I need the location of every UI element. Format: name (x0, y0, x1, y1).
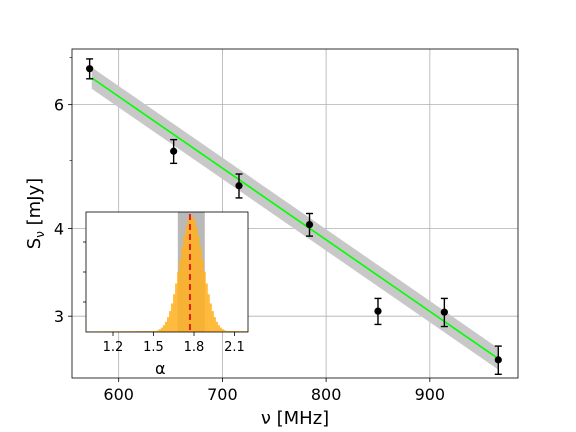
histogram-bar (209, 303, 212, 332)
histogram-bar (243, 331, 247, 332)
histogram-bar (229, 331, 233, 332)
histogram-bar (213, 317, 216, 332)
x-tick-label: 600 (103, 385, 134, 404)
data-point (305, 212, 314, 237)
inset-x-tick-label: 2.1 (224, 340, 245, 355)
point-marker (170, 147, 178, 155)
histogram-bar (158, 329, 162, 332)
histogram-bar (185, 226, 188, 332)
x-axis-label: ν [MHz] (261, 408, 329, 429)
y-tick-label: 3 (54, 307, 64, 326)
histogram-bar (225, 330, 229, 332)
histogram-bar (245, 331, 249, 332)
histogram-bar (169, 311, 172, 332)
histogram-bar (136, 331, 139, 332)
histogram-bar (183, 235, 186, 332)
x-tick-label: 800 (311, 385, 342, 404)
y-tick-label: 4 (54, 219, 64, 238)
point-marker (305, 220, 314, 229)
histogram-bar (181, 247, 184, 332)
data-point (170, 138, 178, 165)
histogram-bar (193, 219, 196, 332)
inset-x-tick-label: 1.2 (103, 340, 124, 355)
y-axis-label-symbol: S (24, 238, 45, 249)
histogram-bar (134, 331, 137, 332)
histogram-bar (140, 331, 143, 332)
point-marker (86, 65, 94, 73)
histogram-bar (215, 321, 218, 332)
data-point (235, 173, 243, 199)
histogram-bar (221, 329, 224, 332)
histogram-bar (146, 331, 150, 332)
y-axis-label-subscript: ν (33, 231, 47, 238)
histogram-bar (207, 294, 210, 332)
inset-axis-ticks: 1.2 1.5 1.8 2.1 (83, 241, 245, 355)
histogram-bar (195, 226, 198, 332)
histogram-bar (235, 331, 239, 332)
histogram-bar (162, 325, 166, 332)
histogram-bar (241, 331, 245, 332)
inset-histogram: 1.2 1.5 1.8 2.1 α (83, 211, 249, 378)
point-marker (440, 308, 448, 316)
histogram-bar (148, 331, 152, 332)
fit-line (91, 77, 499, 360)
histogram-bar (138, 331, 141, 332)
x-tick-label: 900 (415, 385, 446, 404)
inset-x-axis-label: α (155, 359, 166, 378)
histogram-bar (217, 325, 220, 332)
histogram-bar (130, 331, 133, 332)
histogram-bar (205, 283, 208, 332)
histogram-bar (233, 331, 237, 332)
x-tick-label: 700 (207, 385, 238, 404)
histogram-bar (191, 216, 194, 332)
inset-background (86, 212, 248, 332)
data-point (494, 345, 502, 375)
data-point (374, 297, 382, 326)
histogram-bar (239, 331, 243, 332)
inset-x-tick-label: 1.8 (184, 340, 205, 355)
histogram-bar (156, 330, 160, 332)
histogram-bar (227, 330, 231, 332)
histogram-bar (231, 331, 235, 332)
histogram-bar (128, 331, 131, 332)
inset-x-tick-label: 1.5 (143, 340, 164, 355)
histogram-bar (164, 321, 168, 332)
histogram-bar (223, 330, 227, 332)
data-point (86, 58, 94, 80)
data-points (86, 58, 502, 375)
point-marker (235, 182, 243, 190)
y-tick-label: 6 (54, 96, 64, 115)
histogram-bar (132, 331, 135, 332)
histogram-bar (201, 259, 204, 332)
data-point (440, 297, 448, 328)
y-axis-label-unit: [mJy] (24, 178, 45, 231)
main-axis-ticks: 600 700 800 900 3 4 6 (54, 57, 446, 404)
point-marker (494, 356, 502, 364)
histogram-bar (152, 330, 156, 332)
histogram-bar (154, 330, 158, 332)
histogram-bar (173, 294, 176, 332)
y-axis-label: Sν [mJy] (24, 178, 47, 249)
histogram-bar (150, 331, 154, 332)
point-marker (374, 307, 382, 315)
histogram-bar (175, 283, 178, 332)
main-plot-frame (71, 48, 519, 379)
histogram-bar (179, 259, 182, 332)
histogram-bar (160, 327, 164, 332)
histogram-bar (144, 331, 148, 332)
histogram-bar (211, 311, 214, 332)
histogram-bar (177, 271, 180, 332)
histogram-bar (171, 303, 174, 332)
histogram-bar (142, 331, 146, 332)
histogram-bar (219, 327, 222, 332)
histogram-bar (197, 235, 200, 332)
histogram-bar (199, 247, 202, 332)
histogram-bar (167, 317, 170, 332)
histogram-bar (187, 219, 190, 332)
histogram-bar (237, 331, 241, 332)
histogram-bar (203, 271, 206, 332)
